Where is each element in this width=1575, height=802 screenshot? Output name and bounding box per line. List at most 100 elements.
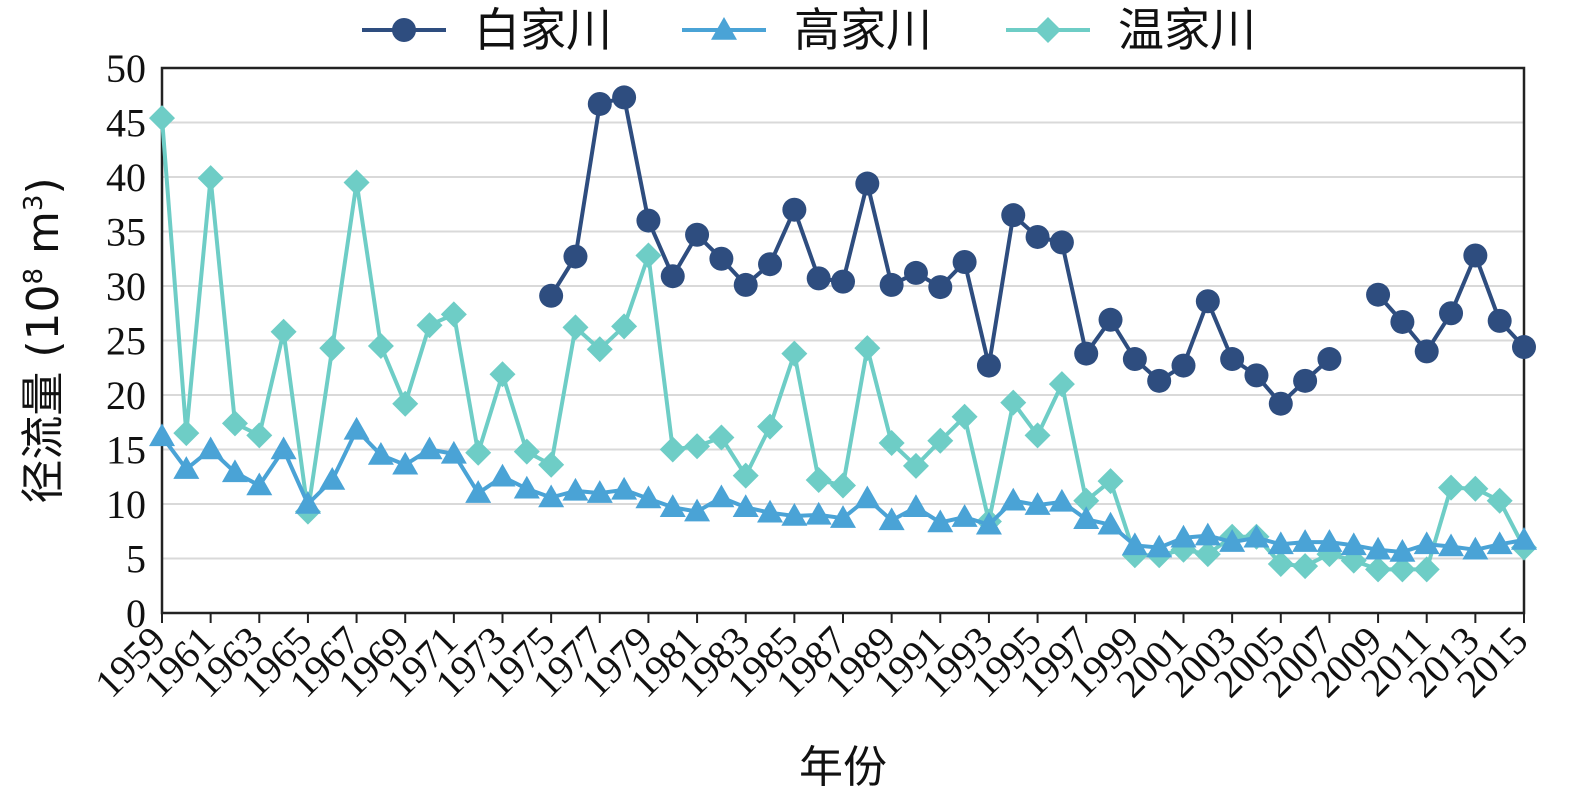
y-tick-label-50: 50 xyxy=(106,46,146,91)
series-1-point-1987 xyxy=(831,269,855,294)
series-2-point-1976 xyxy=(562,477,589,501)
series-3-point-1975 xyxy=(538,451,565,478)
series-2-point-2014 xyxy=(1486,531,1513,555)
series-1-point-2007 xyxy=(1317,347,1342,372)
series-1-point-1994 xyxy=(1001,203,1026,228)
series-3-point-1998 xyxy=(1097,468,1124,495)
x-axis-tick-marks xyxy=(161,613,1525,623)
series-2-point-1980 xyxy=(659,494,686,518)
series-2-point-2005 xyxy=(1267,531,1294,555)
series-2-point-1979 xyxy=(635,485,662,509)
series-3-point-1987 xyxy=(830,472,856,499)
y-tick-label-10: 10 xyxy=(106,482,146,527)
series-2-point-1994 xyxy=(1000,487,1027,511)
series-3-point-1969 xyxy=(392,390,419,417)
series-3-point-1983 xyxy=(732,462,759,489)
series-2-point-1961 xyxy=(197,436,224,460)
series-3-point-2012 xyxy=(1438,474,1465,501)
series-1-line-1 xyxy=(549,95,1331,406)
series-2-point-2011 xyxy=(1413,531,1440,555)
series-3-point-2014 xyxy=(1486,487,1513,514)
legend: 白家川 高家川 温家川 xyxy=(362,3,1256,57)
series-3-point-1985 xyxy=(781,340,808,367)
series-3-point-1972 xyxy=(465,439,492,466)
series-2-point-1965 xyxy=(294,491,321,514)
series-2-point-1997 xyxy=(1073,506,1100,530)
series-1-point-1989 xyxy=(879,272,904,297)
series-3-point-1966 xyxy=(319,335,346,362)
series-1-point-1999 xyxy=(1122,347,1147,372)
series-1-point-2005 xyxy=(1268,391,1293,416)
series-2-point-1973 xyxy=(489,463,516,487)
y-axis-title-end: ) xyxy=(18,177,69,194)
series-3-point-2005 xyxy=(1267,550,1294,577)
series-1-point-2006 xyxy=(1293,368,1318,393)
series-layer xyxy=(149,85,1537,583)
legend-marker-2 xyxy=(711,17,737,40)
series-3-point-1978 xyxy=(611,313,638,340)
series-3-point-1959 xyxy=(149,105,175,132)
series-2-point-1986 xyxy=(805,501,832,525)
series-2-point-1998 xyxy=(1097,511,1124,535)
series-1-point-1981 xyxy=(685,222,710,247)
series-3-point-1976 xyxy=(562,314,589,341)
series-3-point-1977 xyxy=(586,336,613,363)
series-1-point-1986 xyxy=(806,266,831,291)
series-3-point-1989 xyxy=(878,429,905,456)
series-2-point-1981 xyxy=(684,498,711,522)
legend-label-2: 高家川 xyxy=(794,3,932,57)
series-2-point-1962 xyxy=(221,459,248,483)
legend-marker-1 xyxy=(392,18,416,42)
series-2-point-1992 xyxy=(951,504,978,527)
series-3-line-1 xyxy=(160,117,1526,572)
series-2-point-1982 xyxy=(708,484,735,508)
series-1-point-2010 xyxy=(1390,309,1415,334)
series-1-point-2013 xyxy=(1463,243,1488,268)
series-1-point-1988 xyxy=(855,171,880,196)
series-3-point-1960 xyxy=(173,420,200,447)
series-3-point-1995 xyxy=(1024,422,1051,449)
series-1-point-1978 xyxy=(612,85,637,110)
series-3-point-1979 xyxy=(635,242,662,269)
series-3-point-1971 xyxy=(440,301,467,328)
y-axis-tick-labels: 0 5 10 15 20 25 30 35 40 45 50 xyxy=(106,46,146,636)
series-2-point-1968 xyxy=(367,441,394,465)
series-2-point-1960 xyxy=(173,456,200,479)
series-3-point-2009 xyxy=(1365,556,1392,583)
series-3-point-1973 xyxy=(489,361,516,388)
series-3-point-1994 xyxy=(1000,389,1027,416)
series-2-point-1996 xyxy=(1048,488,1075,512)
x-axis-title: 年份 xyxy=(799,742,887,793)
series-1-point-1983 xyxy=(733,272,758,297)
series-2-point-1987 xyxy=(830,505,856,528)
series-2-point-2012 xyxy=(1438,533,1465,557)
series-2-point-2000 xyxy=(1146,534,1173,558)
series-1-point-2000 xyxy=(1147,368,1172,393)
legend-label-1: 白家川 xyxy=(474,3,612,57)
series-1-point-1976 xyxy=(563,244,588,269)
series-3-point-1997 xyxy=(1073,487,1100,514)
series-1-point-2002 xyxy=(1195,289,1220,314)
y-tick-label-45: 45 xyxy=(106,101,146,146)
series-2 xyxy=(149,416,1537,562)
series-3-point-1962 xyxy=(221,410,248,437)
y-axis-title: 径流量 (108 m3) xyxy=(18,177,69,503)
series-3-point-1980 xyxy=(659,436,686,463)
series-2-point-1983 xyxy=(732,494,759,518)
series-2-point-2007 xyxy=(1316,529,1343,552)
series-3-point-2010 xyxy=(1389,556,1416,583)
series-1-point-2011 xyxy=(1414,339,1439,364)
y-tick-label-40: 40 xyxy=(106,155,146,200)
series-1-point-1998 xyxy=(1098,307,1123,332)
y-tick-label-25: 25 xyxy=(106,319,146,364)
series-2-point-2009 xyxy=(1365,536,1392,560)
series-2-point-2010 xyxy=(1389,538,1416,562)
series-1-point-2014 xyxy=(1487,308,1512,333)
series-3-point-1967 xyxy=(343,169,370,196)
series-3-point-1991 xyxy=(927,427,954,454)
series-3-point-1981 xyxy=(684,433,711,460)
series-3-point-2013 xyxy=(1462,475,1489,502)
series-2-point-2002 xyxy=(1194,522,1221,546)
